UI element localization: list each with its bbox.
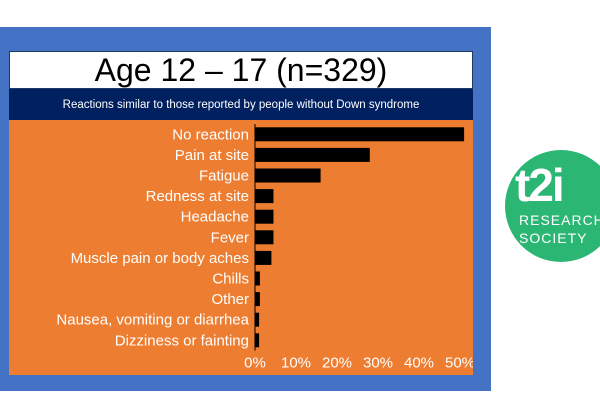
bar — [255, 250, 272, 265]
bar — [255, 147, 370, 162]
category-label: Other — [211, 291, 249, 308]
bar — [255, 312, 260, 327]
slide-title: Age 12 – 17 (n=329) — [9, 51, 473, 89]
category-label: Chills — [212, 271, 249, 288]
category-label: Fatigue — [199, 168, 249, 185]
t2i-logo: t2i RESEARCH SOCIETY — [505, 150, 600, 262]
bar — [255, 168, 321, 183]
slide-background: Age 12 – 17 (n=329) Reactions similar to… — [0, 27, 491, 391]
x-tick-label: 20% — [322, 355, 352, 372]
x-tick-label: 0% — [244, 355, 266, 372]
x-tick-label: 30% — [363, 355, 393, 372]
category-label: Muscle pain or body aches — [71, 250, 249, 267]
logo-line-society: SOCIETY — [519, 230, 588, 246]
bar — [255, 189, 274, 204]
x-tick-label: 10% — [281, 355, 311, 372]
x-tick-label: 50% — [445, 355, 473, 372]
bar-chart: No reaction Pain at site Fatigue Redness at… — [56, 124, 473, 372]
category-label: Redness at site — [146, 188, 249, 205]
bar — [255, 127, 465, 142]
bar — [255, 292, 260, 307]
category-label: Headache — [181, 209, 249, 226]
bar — [255, 271, 260, 286]
category-label: Pain at site — [175, 147, 249, 164]
logo-text: t2i — [515, 159, 565, 211]
category-label: Fever — [211, 229, 249, 246]
bar — [255, 333, 260, 348]
logo-line-research: RESEARCH — [519, 212, 600, 228]
chart-area: No reaction Pain at site Fatigue Redness at… — [9, 120, 473, 375]
bar — [255, 230, 274, 245]
slide-subtitle: Reactions similar to those reported by p… — [9, 89, 473, 120]
category-label: Nausea, vomiting or diarrhea — [56, 312, 249, 329]
category-label: Dizziness or fainting — [115, 332, 249, 349]
category-label: No reaction — [172, 126, 249, 143]
x-tick-label: 40% — [404, 355, 434, 372]
bar — [255, 209, 274, 224]
